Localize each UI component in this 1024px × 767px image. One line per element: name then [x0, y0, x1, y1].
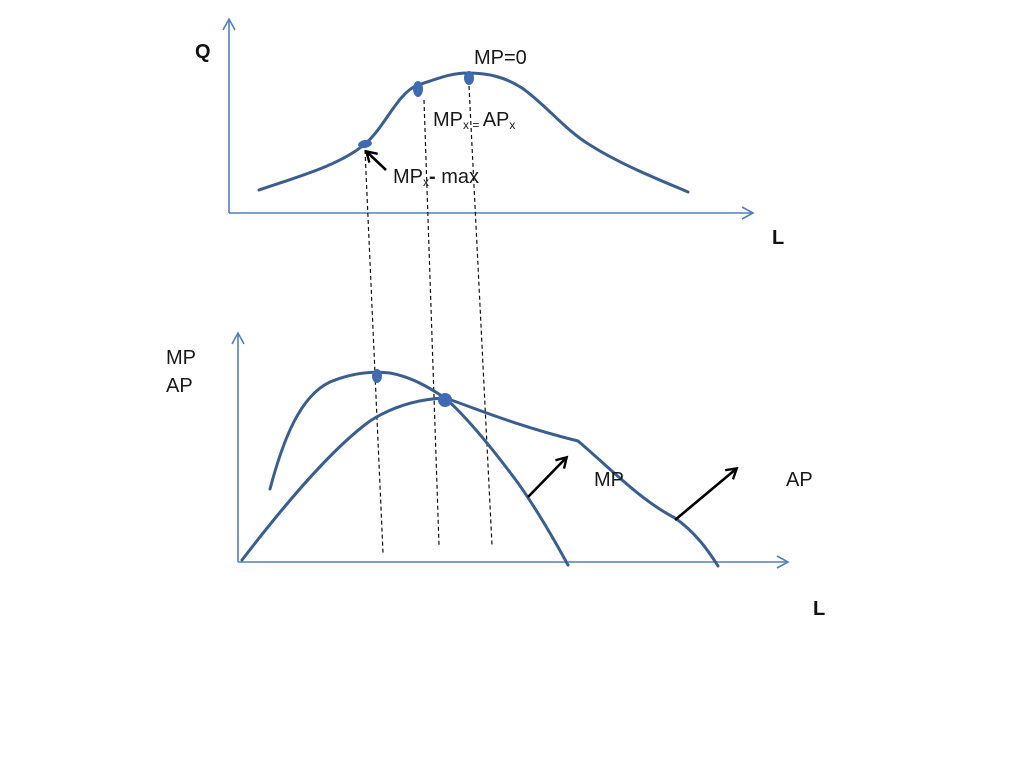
bottom-y-axis-label-ap: AP	[166, 375, 193, 397]
bottom-panel: MP AP L MP AP	[166, 331, 825, 620]
guide-line-1	[364, 149, 384, 554]
mp-equals-ap-label: MPx = APx	[433, 109, 515, 132]
inflection-point-dot	[358, 139, 372, 149]
mp-text: MP	[433, 109, 463, 131]
bottom-y-axis-label-mp: MP	[166, 347, 196, 369]
marginal-product-curve	[268, 370, 570, 567]
ap-curve-label: AP	[786, 469, 813, 491]
mp-max-label: MPx- max	[393, 166, 479, 189]
mp-subscript: x	[463, 118, 469, 132]
mp-max-dash: -	[429, 166, 441, 188]
top-x-axis-label: L	[772, 227, 784, 249]
top-y-axis-label: Q	[195, 41, 211, 63]
arrow-up-left-icon	[367, 152, 387, 171]
mp-curve-label: MP	[594, 469, 624, 491]
mp-max-subscript: x	[423, 175, 429, 189]
mp-max-dot	[372, 369, 382, 383]
ap-subscript: x	[509, 118, 515, 132]
bottom-x-axis-label: L	[813, 598, 825, 620]
arrow-up-right-icon-2	[674, 469, 736, 521]
mp-ap-intersection-dot	[438, 393, 452, 407]
mp-max-word: max	[441, 166, 479, 188]
guide-line-2	[423, 99, 440, 546]
arrow-up-right-icon	[527, 458, 566, 498]
ap-text: AP	[483, 109, 510, 131]
mp-zero-label: MP=0	[474, 47, 527, 69]
projection-guides	[364, 85, 493, 554]
mp-max-text: MP	[393, 166, 423, 188]
mp-equals-ap-dot	[413, 81, 423, 97]
top-panel: Q L MP=0 MPx = APx MPx- max	[195, 17, 784, 249]
max-output-dot	[464, 71, 474, 85]
average-product-curve	[240, 396, 720, 568]
guide-line-3	[468, 85, 493, 546]
equals-sign: =	[469, 118, 483, 132]
